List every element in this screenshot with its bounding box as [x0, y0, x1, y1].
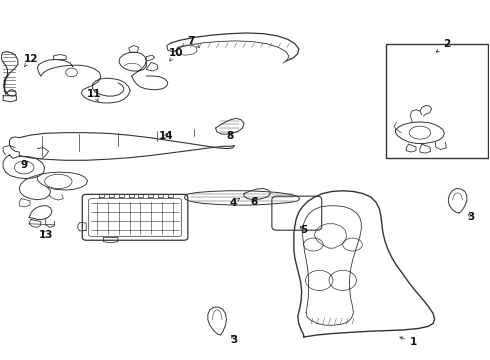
Text: 2: 2	[436, 40, 450, 52]
Text: 5: 5	[300, 225, 307, 235]
Text: 14: 14	[159, 131, 173, 141]
Text: 4: 4	[229, 198, 240, 208]
Text: 12: 12	[24, 54, 38, 67]
Text: 13: 13	[38, 230, 53, 239]
Text: 3: 3	[231, 334, 238, 345]
Text: 3: 3	[467, 212, 474, 221]
Text: 1: 1	[400, 337, 417, 347]
Text: 9: 9	[21, 160, 28, 170]
Bar	[386, 44, 489, 158]
Text: 10: 10	[169, 48, 183, 61]
Text: 11: 11	[87, 89, 102, 102]
Text: 6: 6	[250, 197, 257, 207]
Text: 7: 7	[188, 36, 200, 48]
Text: 8: 8	[227, 131, 234, 141]
